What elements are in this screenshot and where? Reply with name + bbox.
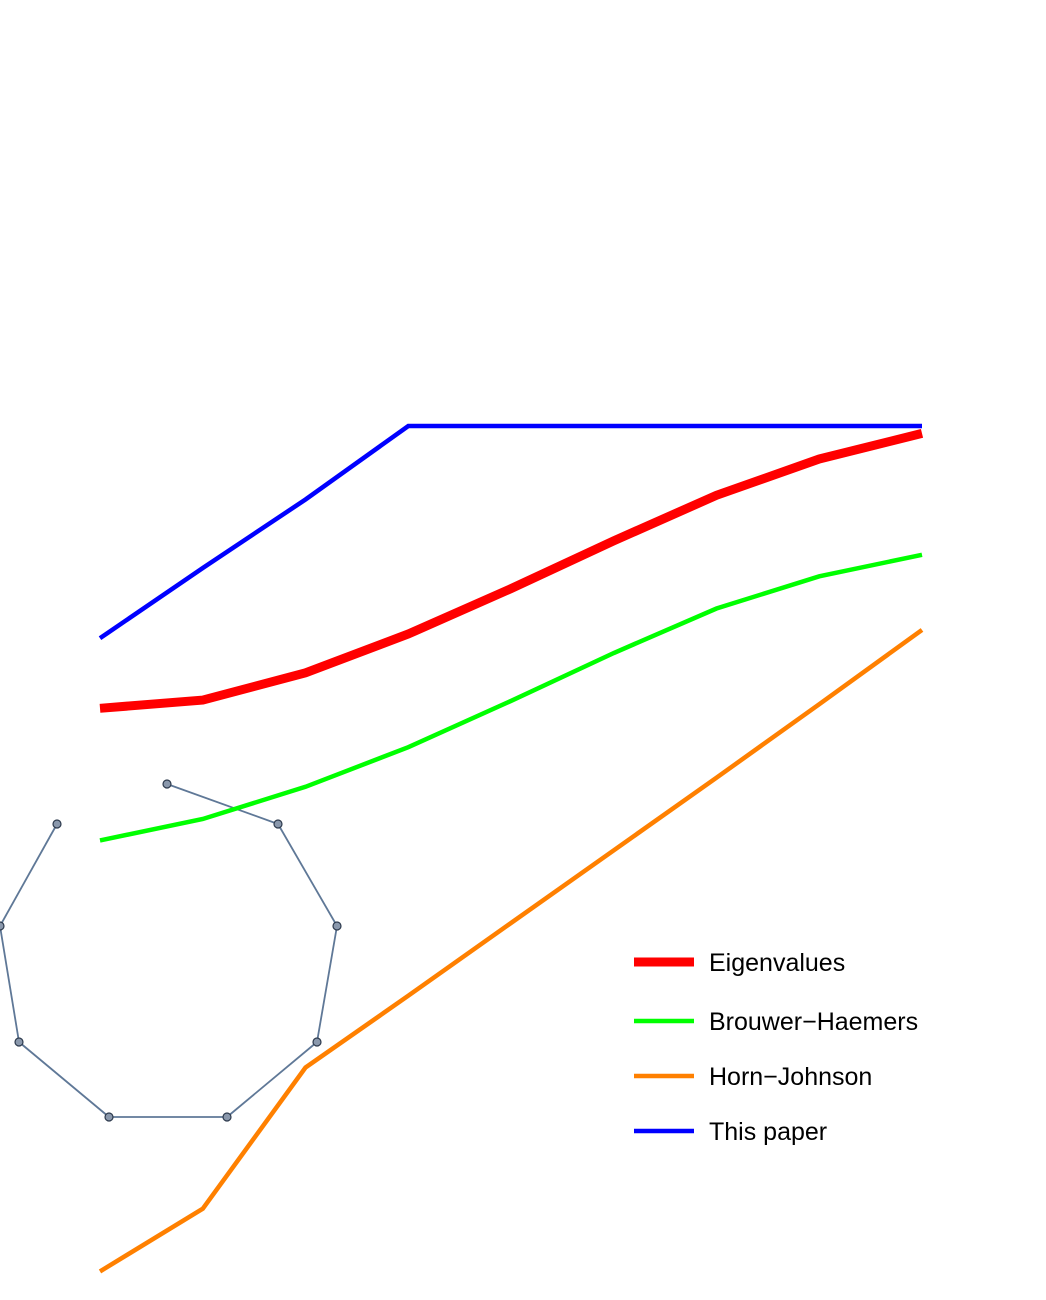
graph-node-0 <box>162 779 172 789</box>
legend-label-0: Eigenvalues <box>709 949 845 977</box>
graph-edge-5 <box>18 1041 110 1118</box>
graph-node-1 <box>273 819 283 829</box>
plot-lines <box>98 423 924 1274</box>
graph-edge-1 <box>277 823 338 927</box>
graph-node-2 <box>332 921 342 931</box>
graph-edge-0 <box>166 783 279 825</box>
graph-node-6 <box>14 1037 24 1047</box>
graph-edge-7 <box>0 823 58 927</box>
series-line-brouwer-haemers <box>99 552 923 843</box>
series-line-horn-johnson <box>98 628 924 1274</box>
legend-label-2: Horn−Johnson <box>709 1063 872 1091</box>
graph-node-4 <box>222 1112 232 1122</box>
inset-graph <box>0 779 342 1122</box>
graph-node-3 <box>312 1037 322 1047</box>
graph-node-5 <box>104 1112 114 1122</box>
graph-edge-2 <box>316 925 338 1043</box>
graph-node-7 <box>0 921 5 931</box>
series-line-this-paper <box>98 423 922 641</box>
legend-label-3: This paper <box>709 1118 827 1146</box>
graph-node-8 <box>52 819 62 829</box>
graph-edge-6 <box>0 925 20 1043</box>
legend-label-1: Brouwer−Haemers <box>709 1008 918 1036</box>
series-line-eigenvalues <box>99 429 924 713</box>
legend: Eigenvalues Brouwer−Haemers Horn−Johnson Th… <box>634 949 918 1146</box>
graph-edge-3 <box>226 1041 318 1118</box>
